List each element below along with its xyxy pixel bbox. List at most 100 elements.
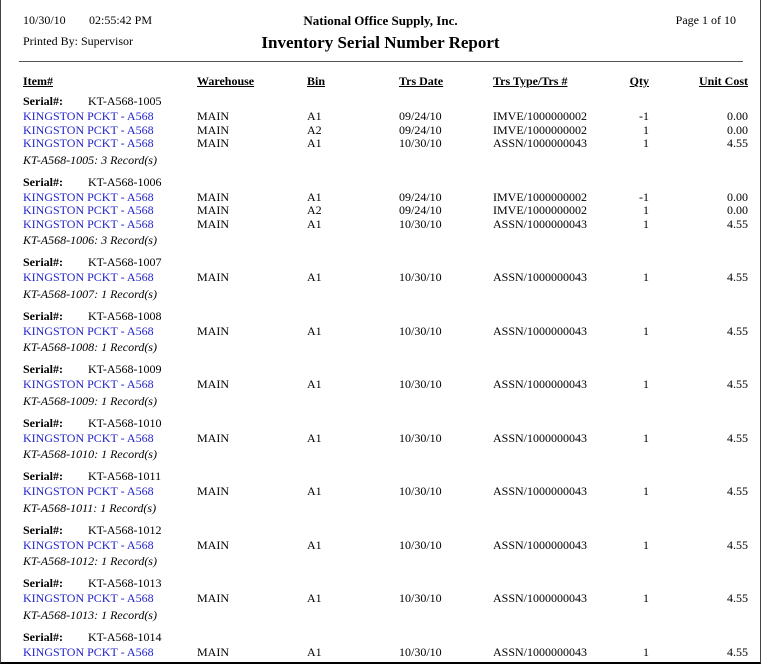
table-row: KINGSTON PCKT - A568 MAIN A1 10/30/10 AS… bbox=[1, 485, 760, 499]
group-rows: KINGSTON PCKT - A568 MAIN A1 09/24/10 IM… bbox=[1, 191, 760, 232]
item-link[interactable]: KINGSTON PCKT - A568 bbox=[23, 271, 154, 284]
serial-group: Serial#: KT-A568-1007 KINGSTON PCKT - A5… bbox=[1, 255, 760, 301]
warehouse-cell: MAIN bbox=[197, 485, 229, 498]
trs-date-cell: 09/24/10 bbox=[399, 204, 442, 217]
qty-cell: -1 bbox=[639, 190, 649, 204]
trs-type-cell: ASSN/1000000043 bbox=[493, 431, 588, 445]
trs-date-cell: 10/30/10 bbox=[399, 645, 442, 659]
unit-cost-cell: 0.00 bbox=[727, 190, 748, 204]
group-summary: KT-A568-1007: 1 Record(s) bbox=[23, 286, 157, 301]
bin-cell: A1 bbox=[307, 378, 322, 391]
serial-label: Serial#: bbox=[23, 469, 63, 483]
item-link[interactable]: KINGSTON PCKT - A568 bbox=[23, 378, 154, 391]
item-link[interactable]: KINGSTON PCKT - A568 bbox=[23, 123, 154, 137]
trs-type-cell: IMVE/1000000002 bbox=[493, 123, 587, 137]
item-link[interactable]: KINGSTON PCKT - A568 bbox=[23, 217, 154, 231]
serial-value: KT-A568-1005 bbox=[88, 94, 162, 108]
serial-label: Serial#: bbox=[23, 174, 63, 189]
unit-cost-cell: 0.00 bbox=[727, 123, 748, 137]
bin-cell: A1 bbox=[307, 324, 322, 338]
table-row: KINGSTON PCKT - A568 MAIN A1 10/30/10 AS… bbox=[1, 592, 760, 606]
bin-cell: A1 bbox=[307, 538, 322, 552]
bin-cell: A1 bbox=[307, 190, 322, 204]
group-summary: KT-A568-1011: 1 Record(s) bbox=[23, 500, 157, 515]
trs-date-cell: 09/24/10 bbox=[399, 110, 442, 123]
warehouse-cell: MAIN bbox=[197, 217, 229, 231]
serial-row: Serial#: KT-A568-1012 bbox=[1, 523, 760, 539]
item-link[interactable]: KINGSTON PCKT - A568 bbox=[23, 204, 154, 217]
serial-group: Serial#: KT-A568-1014 KINGSTON PCKT - A5… bbox=[1, 630, 760, 660]
group-rows: KINGSTON PCKT - A568 MAIN A1 09/24/10 IM… bbox=[1, 110, 760, 151]
qty-cell: 1 bbox=[643, 431, 649, 445]
table-row: KINGSTON PCKT - A568 MAIN A1 10/30/10 AS… bbox=[1, 539, 760, 553]
unit-cost-cell: 4.55 bbox=[727, 592, 748, 605]
table-row: KINGSTON PCKT - A568 MAIN A1 10/30/10 AS… bbox=[1, 646, 760, 660]
item-link[interactable]: KINGSTON PCKT - A568 bbox=[23, 645, 154, 659]
qty-cell: 1 bbox=[643, 204, 649, 217]
item-link[interactable]: KINGSTON PCKT - A568 bbox=[23, 592, 154, 605]
bin-cell: A1 bbox=[307, 485, 322, 498]
table-row: KINGSTON PCKT - A568 MAIN A1 10/30/10 AS… bbox=[1, 378, 760, 392]
group-summary: KT-A568-1008: 1 Record(s) bbox=[23, 340, 157, 354]
print-date: 10/30/10 bbox=[23, 13, 66, 27]
warehouse-cell: MAIN bbox=[197, 110, 229, 123]
serial-label: Serial#: bbox=[23, 576, 63, 590]
item-link[interactable]: KINGSTON PCKT - A568 bbox=[23, 137, 154, 150]
table-row: KINGSTON PCKT - A568 MAIN A1 10/30/10 AS… bbox=[1, 218, 760, 232]
serial-value: KT-A568-1006 bbox=[88, 174, 162, 189]
trs-type-cell: ASSN/1000000043 bbox=[493, 271, 588, 284]
group-summary: KT-A568-1013: 1 Record(s) bbox=[23, 607, 157, 622]
serial-label: Serial#: bbox=[23, 629, 63, 644]
item-link[interactable]: KINGSTON PCKT - A568 bbox=[23, 538, 154, 552]
serial-row: Serial#: KT-A568-1006 bbox=[1, 175, 760, 191]
bin-cell: A2 bbox=[307, 123, 322, 137]
trs-type-cell: ASSN/1000000043 bbox=[493, 592, 588, 605]
item-link[interactable]: KINGSTON PCKT - A568 bbox=[23, 324, 154, 338]
item-link[interactable]: KINGSTON PCKT - A568 bbox=[23, 431, 154, 445]
serial-label: Serial#: bbox=[23, 415, 63, 430]
print-time: 02:55:42 PM bbox=[89, 13, 153, 27]
trs-date-cell: 10/30/10 bbox=[399, 324, 442, 338]
column-header-trs-type: Trs Type/Trs # bbox=[493, 74, 568, 88]
item-link[interactable]: KINGSTON PCKT - A568 bbox=[23, 190, 154, 204]
group-rows: KINGSTON PCKT - A568 MAIN A1 10/30/10 AS… bbox=[1, 592, 760, 606]
qty-cell: 1 bbox=[643, 592, 649, 605]
table-row: KINGSTON PCKT - A568 MAIN A2 09/24/10 IM… bbox=[1, 124, 760, 138]
serial-row: Serial#: KT-A568-1005 bbox=[1, 94, 760, 110]
serial-row: Serial#: KT-A568-1008 bbox=[1, 309, 760, 325]
table-row: KINGSTON PCKT - A568 MAIN A1 09/24/10 IM… bbox=[1, 191, 760, 205]
trs-date-cell: 10/30/10 bbox=[399, 485, 442, 498]
table-row: KINGSTON PCKT - A568 MAIN A2 09/24/10 IM… bbox=[1, 204, 760, 218]
trs-type-cell: IMVE/1000000002 bbox=[493, 190, 587, 204]
serial-value: KT-A568-1013 bbox=[88, 576, 162, 590]
item-link[interactable]: KINGSTON PCKT - A568 bbox=[23, 110, 154, 123]
serial-label: Serial#: bbox=[23, 522, 63, 537]
group-rows: KINGSTON PCKT - A568 MAIN A1 10/30/10 AS… bbox=[1, 539, 760, 553]
group-rows: KINGSTON PCKT - A568 MAIN A1 10/30/10 AS… bbox=[1, 432, 760, 446]
qty-cell: 1 bbox=[643, 378, 649, 391]
unit-cost-cell: 4.55 bbox=[727, 431, 748, 445]
warehouse-cell: MAIN bbox=[197, 538, 229, 552]
column-header-unit-cost: Unit Cost bbox=[698, 74, 748, 88]
bin-cell: A2 bbox=[307, 204, 322, 217]
unit-cost-cell: 4.55 bbox=[727, 378, 748, 391]
group-rows: KINGSTON PCKT - A568 MAIN A1 10/30/10 AS… bbox=[1, 646, 760, 660]
serial-groups: Serial#: KT-A568-1005 KINGSTON PCKT - A5… bbox=[1, 94, 760, 659]
qty-cell: 1 bbox=[643, 485, 649, 498]
column-header-trs-date: Trs Date bbox=[399, 74, 444, 88]
group-summary: KT-A568-1012: 1 Record(s) bbox=[23, 554, 157, 568]
unit-cost-cell: 4.55 bbox=[727, 485, 748, 498]
bin-cell: A1 bbox=[307, 110, 322, 123]
trs-type-cell: IMVE/1000000002 bbox=[493, 110, 587, 123]
group-summary: KT-A568-1010: 1 Record(s) bbox=[23, 447, 157, 461]
report-title: Inventory Serial Number Report bbox=[261, 33, 500, 52]
column-header-qty: Qty bbox=[629, 74, 649, 88]
serial-value: KT-A568-1009 bbox=[88, 362, 162, 376]
group-summary: KT-A568-1009: 1 Record(s) bbox=[23, 393, 157, 408]
trs-date-cell: 09/24/10 bbox=[399, 123, 442, 137]
report-header: 10/30/10 02:55:42 PM National Office Sup… bbox=[1, 0, 760, 62]
item-link[interactable]: KINGSTON PCKT - A568 bbox=[23, 485, 154, 498]
serial-label: Serial#: bbox=[23, 94, 63, 108]
trs-date-cell: 10/30/10 bbox=[399, 592, 442, 605]
